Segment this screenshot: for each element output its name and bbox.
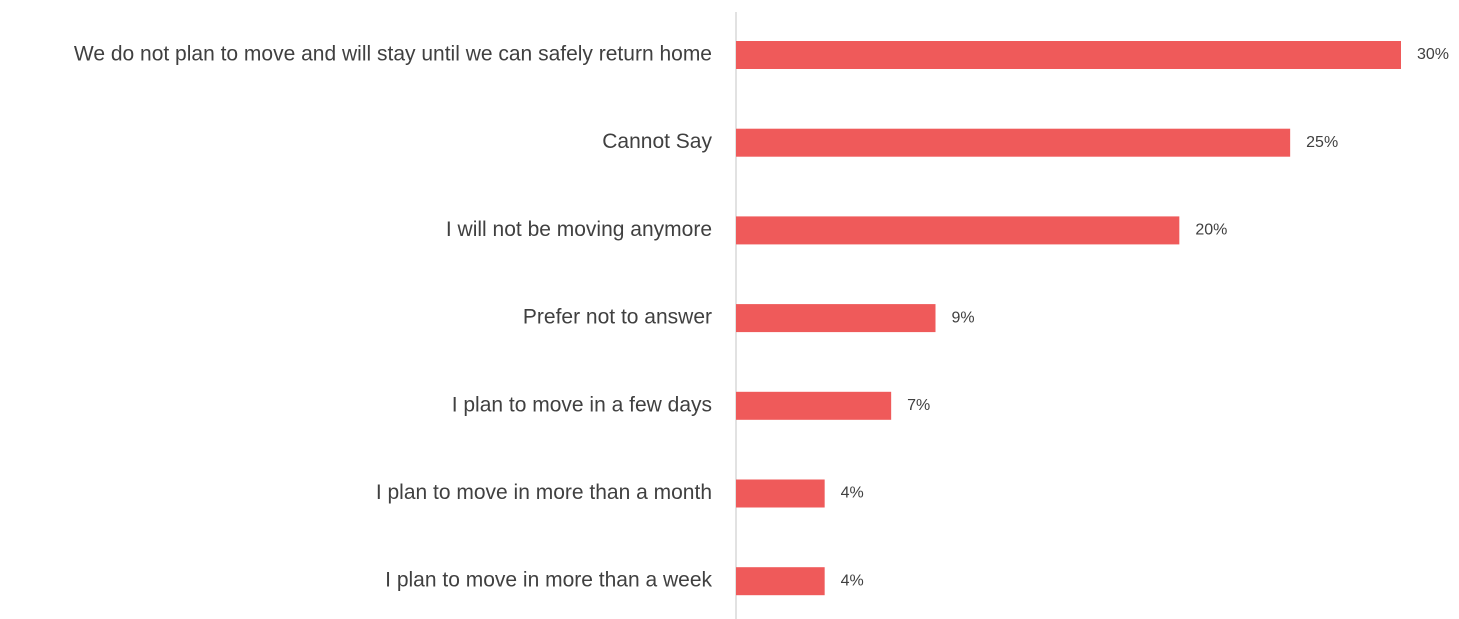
category-label: Cannot Say	[602, 130, 712, 153]
value-label: 25%	[1306, 134, 1338, 151]
value-label: 7%	[907, 397, 930, 414]
value-label: 9%	[952, 309, 975, 326]
value-label: 4%	[841, 485, 864, 502]
bar	[736, 128, 1291, 157]
value-label: 30%	[1417, 46, 1449, 63]
category-label: I plan to move in a few days	[452, 393, 712, 416]
category-label: I will not be moving anymore	[446, 218, 712, 241]
category-label: I plan to move in more than a month	[376, 481, 712, 504]
value-label: 4%	[841, 572, 864, 589]
bar	[736, 216, 1180, 245]
bar	[736, 304, 936, 333]
bar	[736, 567, 825, 596]
bar	[736, 41, 1401, 69]
category-label: We do not plan to move and will stay unt…	[74, 43, 712, 66]
value-label: 20%	[1195, 222, 1227, 239]
category-label: I plan to move in more than a week	[385, 569, 712, 592]
bar	[736, 391, 892, 420]
category-label: Prefer not to answer	[523, 306, 712, 329]
bar	[736, 479, 825, 508]
